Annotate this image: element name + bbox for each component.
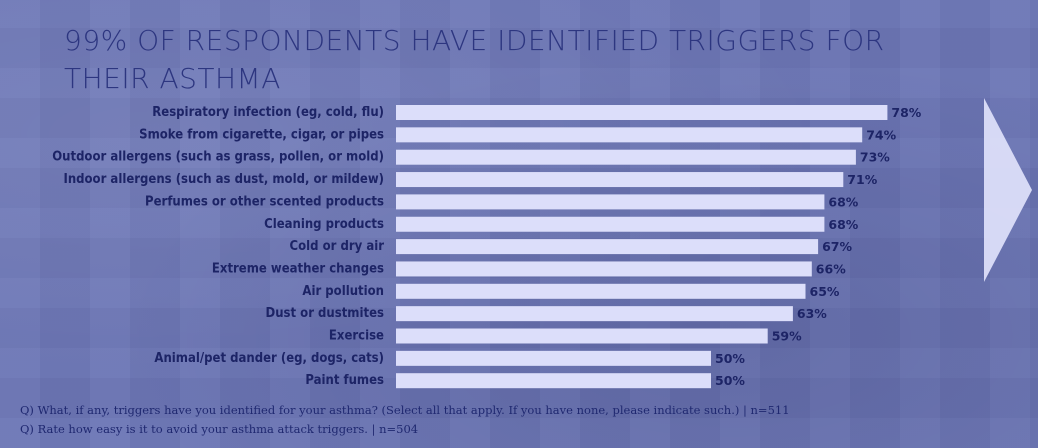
bar <box>396 149 856 165</box>
category-label: Animal/pet dander (eg, dogs, cats) <box>154 351 384 366</box>
bar <box>396 172 844 188</box>
bar <box>396 350 711 366</box>
value-label: 50% <box>715 373 745 388</box>
footnotes: Q) What, if any, triggers have you ident… <box>20 401 1020 439</box>
value-label: 68% <box>828 217 858 232</box>
value-label: 66% <box>816 261 846 276</box>
value-label: 67% <box>822 239 852 254</box>
category-label: Dust or dustmites <box>266 306 385 321</box>
chart-title: 99% OF RESPONDENTS HAVE IDENTIFIED TRIGG… <box>64 24 885 95</box>
category-label: Extreme weather changes <box>212 261 384 276</box>
value-label: 74% <box>866 127 896 142</box>
category-label: Paint fumes <box>305 373 384 388</box>
category-label: Air pollution <box>302 284 384 299</box>
value-label: 71% <box>847 172 877 187</box>
footnote-1: Q) What, if any, triggers have you ident… <box>20 403 790 417</box>
category-label: Outdoor allergens (such as grass, pollen… <box>52 150 384 165</box>
value-label: 63% <box>797 306 827 321</box>
bar-chart: Respiratory infection (eg, cold, flu) 78%… <box>52 105 922 389</box>
value-label: 68% <box>828 194 858 209</box>
category-label: Cleaning products <box>264 217 384 232</box>
bar <box>396 239 819 255</box>
chevron-right-icon[interactable] <box>984 98 1038 282</box>
category-label: Respiratory infection (eg, cold, flu) <box>152 105 384 120</box>
bar <box>396 127 863 143</box>
category-label: Cold or dry air <box>290 239 385 254</box>
value-label: 65% <box>810 284 840 299</box>
category-label: Perfumes or other scented products <box>145 194 384 209</box>
category-label: Smoke from cigarette, cigar, or pipes <box>139 127 384 142</box>
value-label: 59% <box>772 329 802 344</box>
bar <box>396 328 768 344</box>
footnote-2: Q) Rate how easy is it to avoid your ast… <box>20 422 419 436</box>
bar <box>396 216 825 232</box>
bar <box>396 306 793 322</box>
bar <box>396 194 825 210</box>
value-label: 73% <box>860 150 890 165</box>
bar <box>396 283 806 299</box>
category-label: Exercise <box>329 329 384 344</box>
value-label: 78% <box>891 105 921 120</box>
value-label: 50% <box>715 351 745 366</box>
bar <box>396 373 711 389</box>
bar <box>396 261 812 277</box>
bar <box>396 105 888 120</box>
category-label: Indoor allergens (such as dust, mold, or… <box>63 172 384 187</box>
